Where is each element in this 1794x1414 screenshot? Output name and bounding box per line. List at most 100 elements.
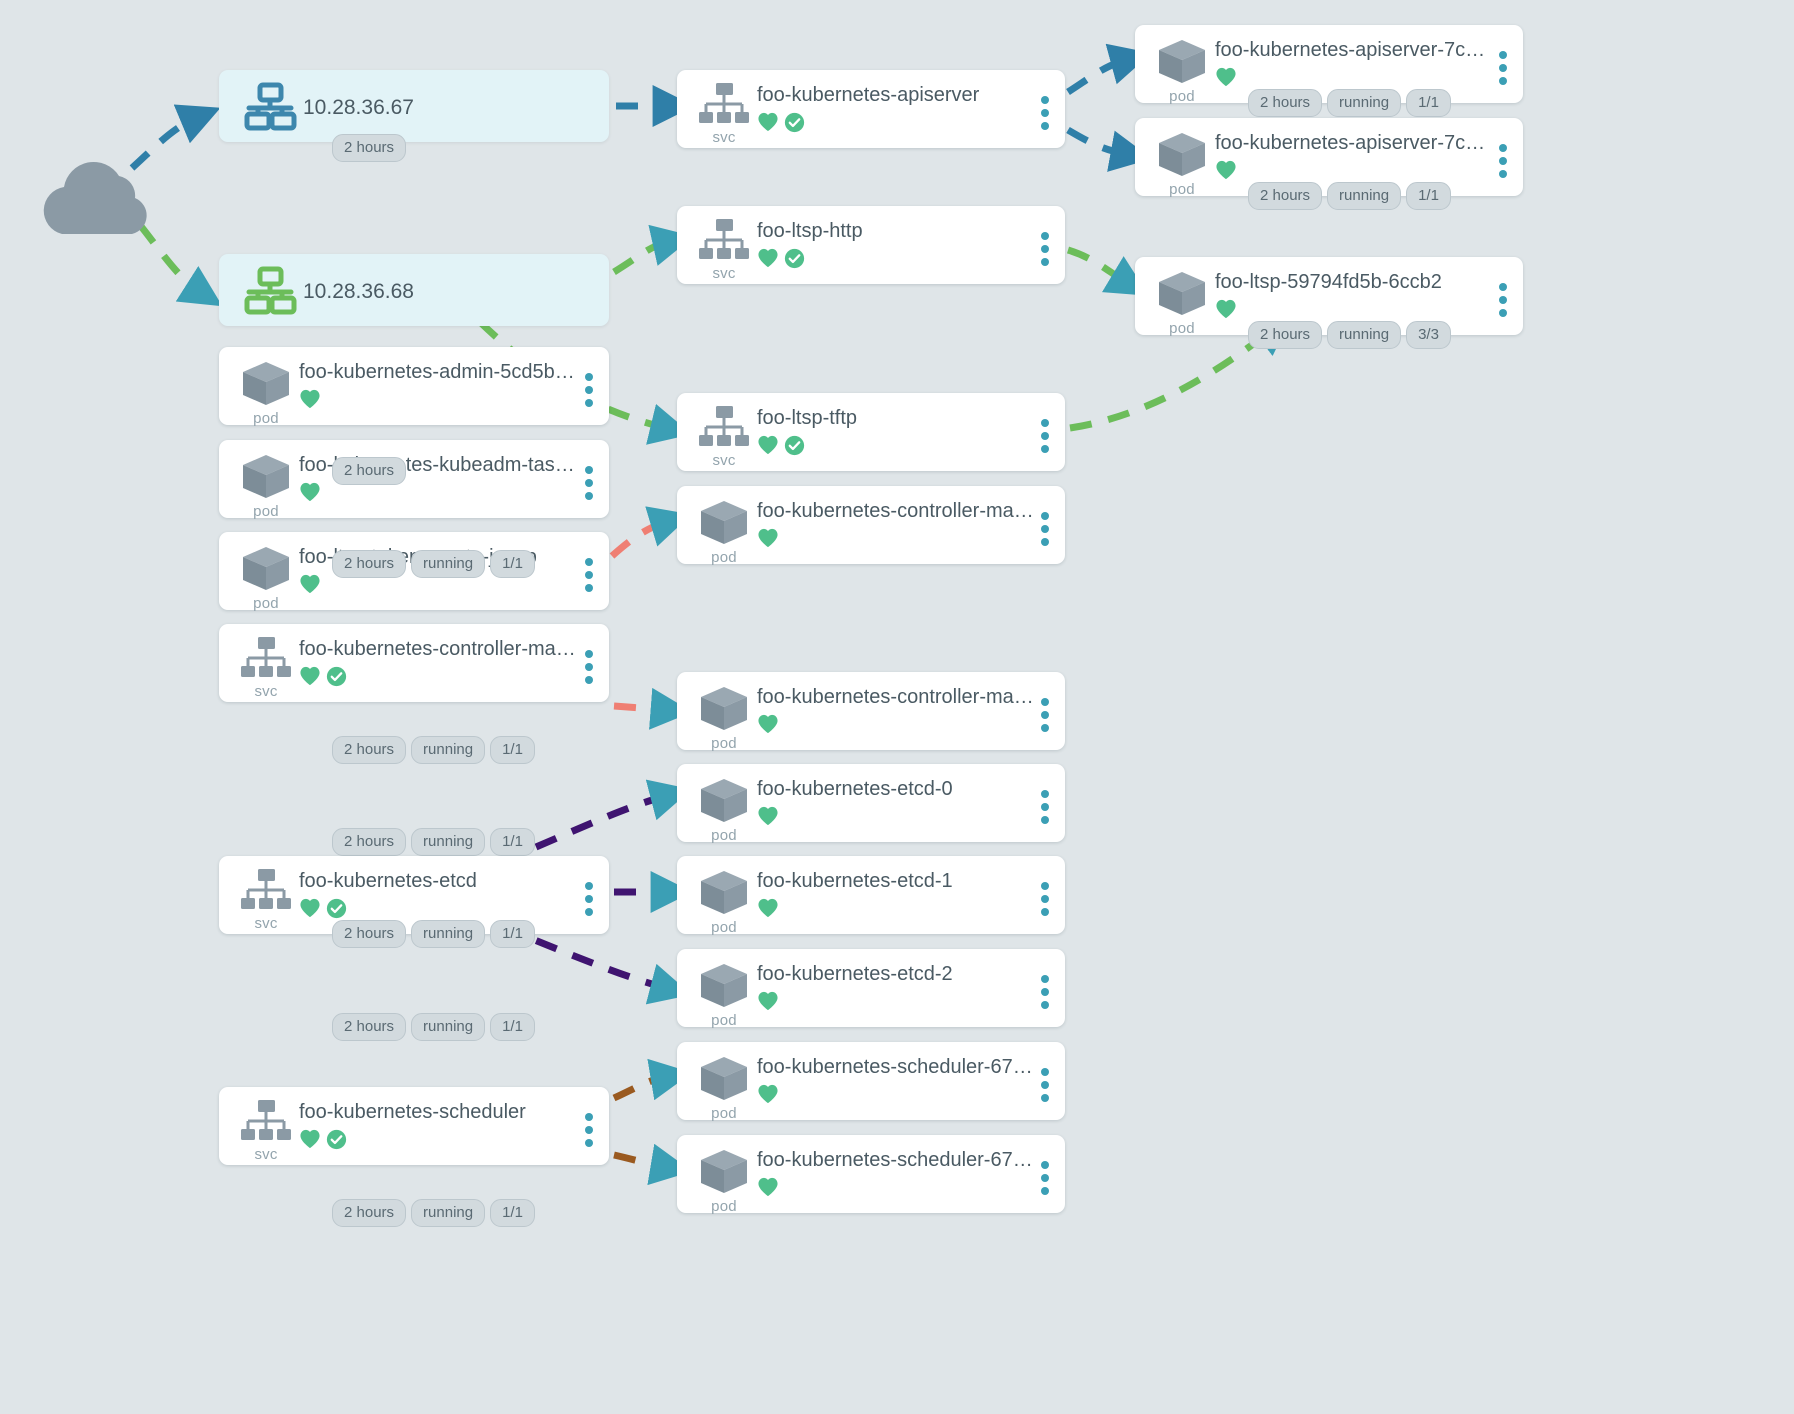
node-pod-kubeadm[interactable]: pod foo-kubernetes-kubeadm-tasks... (219, 440, 609, 520)
kebab-menu-icon[interactable] (1037, 510, 1053, 546)
node-pod-sched-2[interactable]: pod foo-kubernetes-scheduler-6776... (677, 1135, 1065, 1215)
kebab-menu-icon[interactable] (581, 1111, 597, 1147)
node-title: foo-kubernetes-scheduler-6776... (757, 1149, 1037, 1171)
node-kind-label: svc (254, 1146, 278, 1163)
kebab-menu-icon[interactable] (581, 880, 597, 916)
node-badges: 2 hours (332, 457, 1063, 485)
network-loadbalancer-icon (244, 82, 297, 131)
node-svc-ctrlmgr[interactable]: svc foo-kubernetes-controller-man... (219, 624, 609, 702)
heart-health-icon (758, 991, 778, 1011)
kebab-menu-icon[interactable] (1037, 696, 1053, 732)
node-pod-ctrlmgr-1[interactable]: pod foo-kubernetes-controller-man... (677, 486, 1065, 566)
kebab-menu-icon[interactable] (1495, 49, 1511, 85)
edge-lb68-to-svc-ltsp-http (612, 224, 694, 275)
node-kind-label: pod (711, 827, 737, 844)
node-body: 10.28.36.68 (303, 276, 597, 304)
kebab-menu-icon[interactable] (1037, 94, 1053, 130)
node-body: foo-ltsp-59794fd5b-6ccb2 (1215, 267, 1495, 320)
service-hierarchy-icon (699, 406, 749, 446)
pod-cube-icon (1159, 272, 1205, 315)
node-body: foo-kubernetes-kubeadm-tasks... (299, 450, 581, 503)
node-body: foo-kubernetes-etcd-1 (757, 866, 1037, 919)
node-lb-67[interactable]: 10.28.36.67 (219, 70, 609, 142)
kebab-menu-icon[interactable] (1037, 880, 1053, 916)
cloud-icon (43, 161, 147, 234)
node-icon-wrap: pod (1149, 35, 1215, 106)
node-svc-ltsp-tftp[interactable]: svc foo-ltsp-tftp (677, 393, 1065, 471)
node-badges: 2 hourscompleted0/1 (0, 596, 607, 624)
heart-health-icon (300, 482, 320, 502)
status-badge: running (411, 736, 486, 764)
node-title: foo-kubernetes-controller-man... (299, 638, 581, 660)
kebab-menu-icon[interactable] (581, 371, 597, 407)
kebab-menu-icon[interactable] (1037, 1159, 1053, 1195)
node-badges: 2 hours (332, 134, 1063, 162)
kebab-menu-icon[interactable] (1495, 281, 1511, 317)
node-body: foo-kubernetes-controller-man... (757, 496, 1037, 549)
status-badge: 2 hours (1248, 89, 1323, 117)
node-kind-label: pod (711, 549, 737, 566)
node-svc-scheduler[interactable]: svc foo-kubernetes-scheduler (219, 1087, 609, 1165)
node-health-indicators (1215, 298, 1495, 320)
node-svc-etcd[interactable]: svc foo-kubernetes-etcd (219, 856, 609, 934)
node-pod-sched-1[interactable]: pod foo-kubernetes-scheduler-6776... (677, 1042, 1065, 1122)
node-kind-label: pod (253, 503, 279, 520)
node-icon-wrap: pod (233, 542, 299, 613)
node-body: foo-ltsp-http (757, 216, 1037, 269)
kebab-menu-icon[interactable] (581, 648, 597, 684)
status-badge: 2 hours (332, 457, 407, 485)
service-hierarchy-icon (699, 83, 749, 123)
heart-health-icon (758, 248, 778, 268)
kebab-menu-icon[interactable] (1037, 973, 1053, 1009)
node-health-indicators (757, 713, 1037, 735)
node-pod-etcd-0[interactable]: pod foo-kubernetes-etcd-0 (677, 764, 1065, 844)
status-badge: 2 hours (332, 134, 407, 162)
node-pod-etcd-2[interactable]: pod foo-kubernetes-etcd-2 (677, 949, 1065, 1029)
node-health-indicators (757, 1176, 1037, 1198)
node-health-indicators (299, 1128, 581, 1150)
node-pod-ctrlmgr-2[interactable]: pod foo-kubernetes-controller-man... (677, 672, 1065, 752)
heart-health-icon (300, 574, 320, 594)
kebab-menu-icon[interactable] (1037, 417, 1053, 453)
kebab-menu-icon[interactable] (1037, 230, 1053, 266)
check-circle-icon (326, 1129, 347, 1149)
node-pod-admin[interactable]: pod foo-kubernetes-admin-5cd5b4... (219, 347, 609, 427)
node-svc-apiserver[interactable]: svc foo-kubernetes-apiserver (677, 70, 1065, 148)
status-badge: running (1327, 182, 1402, 210)
pod-cube-icon (1159, 40, 1205, 83)
node-badges: 2 hours (0, 1151, 607, 1179)
node-icon-wrap (237, 80, 303, 132)
node-pod-ltsp[interactable]: pod foo-ltsp-59794fd5b-6ccb2 (1135, 257, 1523, 337)
pod-cube-icon (701, 779, 747, 822)
node-body: foo-kubernetes-controller-man... (299, 634, 581, 687)
node-pod-etcd-1[interactable]: pod foo-kubernetes-etcd-1 (677, 856, 1065, 936)
heart-health-icon (1216, 160, 1236, 180)
node-icon-wrap: svc (691, 216, 757, 283)
node-svc-ltsp-http[interactable]: svc foo-ltsp-http (677, 206, 1065, 284)
heart-health-icon (758, 1177, 778, 1197)
node-health-indicators (757, 434, 1037, 456)
edge-svc-ltsp-http-to-pod-ltsp (1066, 246, 1149, 296)
node-pod-apiserver-2[interactable]: pod foo-kubernetes-apiserver-7c6cf... (1135, 118, 1523, 199)
heart-health-icon (758, 898, 778, 918)
heart-health-icon (758, 714, 778, 734)
node-title: foo-kubernetes-apiserver (757, 84, 980, 106)
node-health-indicators (757, 805, 1037, 827)
node-badges: 2 hours (0, 688, 607, 716)
node-lb-68[interactable]: 10.28.36.68 (219, 254, 609, 326)
check-circle-icon (326, 666, 347, 686)
heart-health-icon (300, 1129, 320, 1149)
node-pod-apiserver-1[interactable]: pod foo-kubernetes-apiserver-7c6cf... (1135, 25, 1523, 106)
kebab-menu-icon[interactable] (581, 464, 597, 500)
kebab-menu-icon[interactable] (1037, 788, 1053, 824)
kebab-menu-icon[interactable] (1495, 142, 1511, 178)
node-icon-wrap: pod (1149, 128, 1215, 199)
kebab-menu-icon[interactable] (581, 556, 597, 592)
kebab-menu-icon[interactable] (1037, 1066, 1053, 1102)
node-kind-label: pod (711, 919, 737, 936)
node-title: foo-kubernetes-apiserver-7c6cf... (1215, 132, 1495, 154)
